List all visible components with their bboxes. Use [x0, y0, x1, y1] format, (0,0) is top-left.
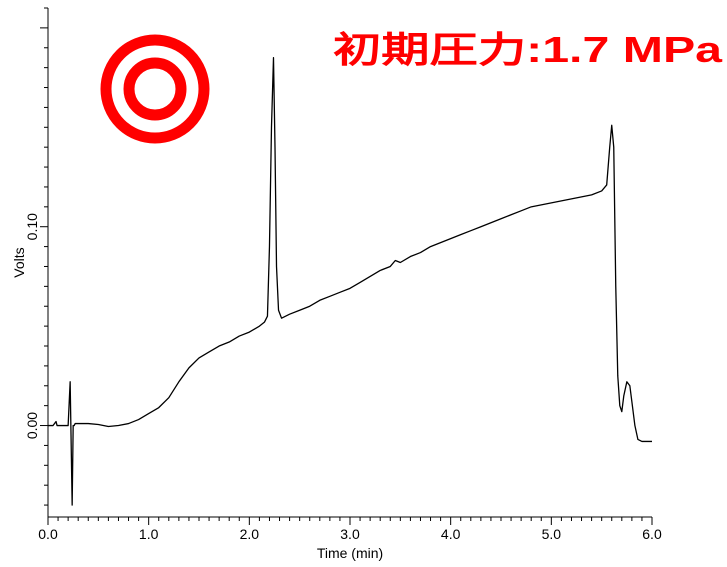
x-tick-label: 3.0	[340, 526, 360, 542]
series-layer	[48, 57, 652, 506]
x-tick-label: 1.0	[139, 526, 159, 542]
annotation-layer: 初期圧力:1.7 MPa	[100, 29, 723, 144]
axes: 0.0 1.0 2.0 3.0 4.0 5.0 6.0 0.00 0.10 Time (min) V…	[11, 7, 662, 561]
double-circle-icon-inner	[123, 57, 187, 121]
y-tick-label: 0.10	[24, 213, 40, 240]
x-axis-title: Time (min)	[317, 545, 383, 561]
x-tick-label: 5.0	[542, 526, 562, 542]
x-tick-label: 4.0	[441, 526, 461, 542]
double-circle-icon-outer	[100, 34, 210, 144]
x-tick-label: 2.0	[240, 526, 260, 542]
pressure-annotation: 初期圧力:1.7 MPa	[333, 29, 723, 70]
signal-trace	[48, 57, 652, 506]
y-tick-label: 0.00	[24, 412, 40, 439]
x-tick-label: 0.0	[38, 526, 58, 542]
x-tick-label: 6.0	[642, 526, 662, 542]
y-axis-title: Volts	[11, 247, 27, 277]
